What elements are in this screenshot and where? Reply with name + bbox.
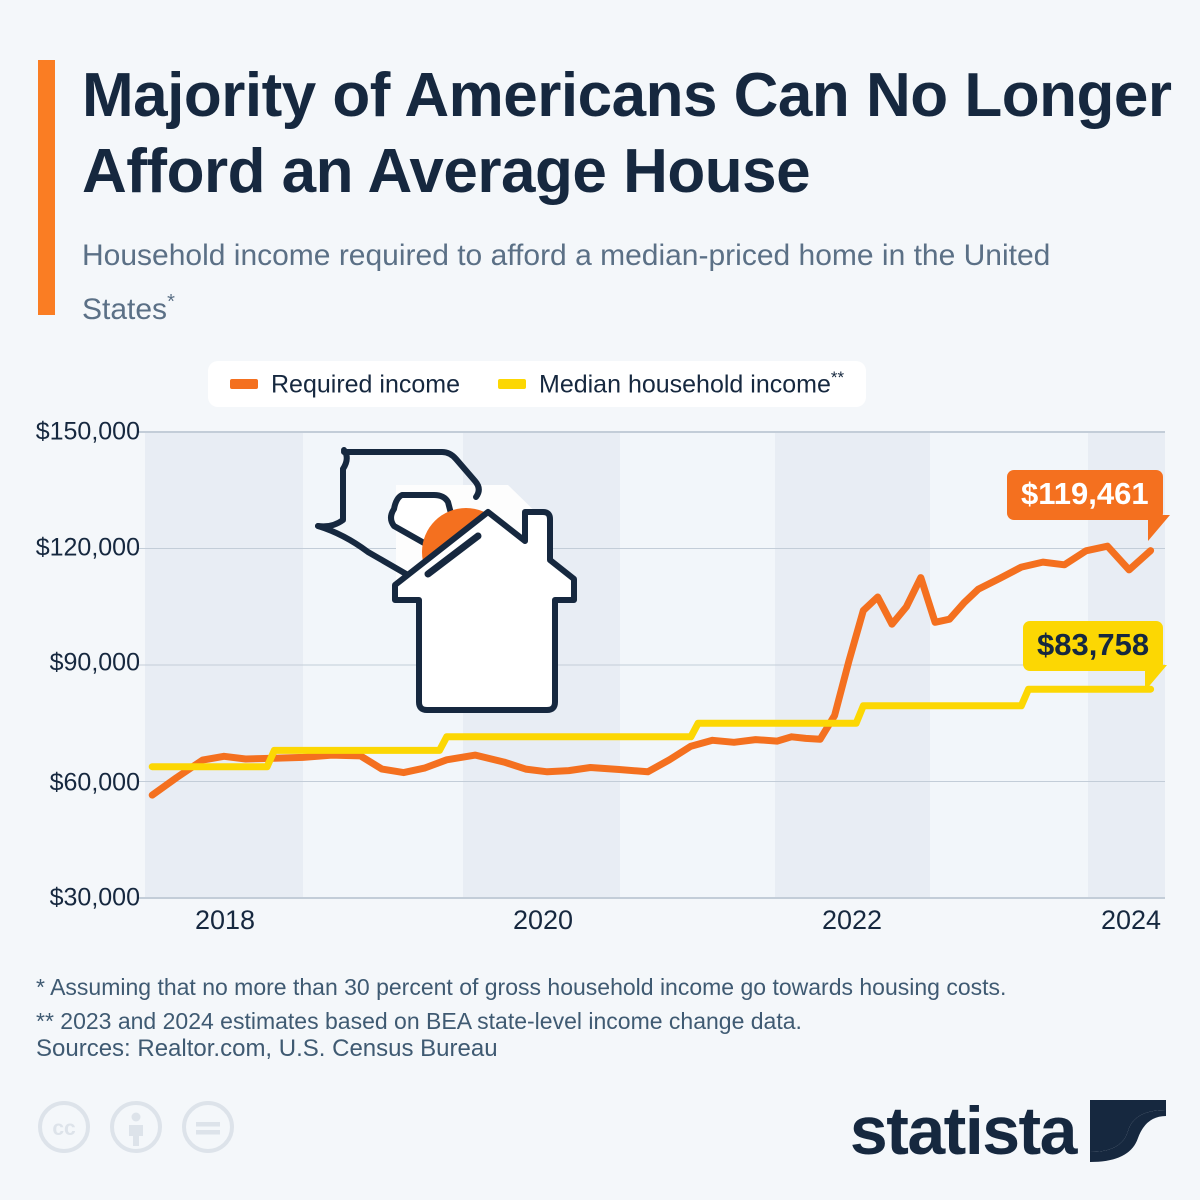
x-axis-tick: 2020 xyxy=(512,905,574,935)
legend-label-median-household-income: Median household income** xyxy=(539,368,845,399)
y-axis: $150,000 $120,000 $90,000 $60,000 $30,00… xyxy=(20,415,140,915)
cc-icon: cc xyxy=(36,1099,92,1160)
legend-item-median-household-income[interactable]: Median household income** xyxy=(498,368,844,399)
footnote-line-2: ** 2023 and 2024 estimates based on BEA … xyxy=(36,1008,802,1034)
page-subtitle: Household income required to afford a me… xyxy=(82,232,1132,333)
statista-logo: statista xyxy=(850,1097,1166,1165)
legend-item-required-income[interactable]: Required income xyxy=(230,368,460,399)
callout-required-income: $119,461 xyxy=(1007,470,1163,520)
x-axis-tick: 2024 xyxy=(1100,905,1162,935)
y-axis-tick: $150,000 xyxy=(35,417,140,446)
no-derivatives-equals-icon xyxy=(180,1099,236,1160)
statista-mark-icon xyxy=(1090,1100,1166,1162)
subtitle-footnote-marker: * xyxy=(167,291,175,313)
callout-required-income-value: $119,461 xyxy=(1021,476,1149,511)
accent-bar xyxy=(38,60,55,315)
statista-wordmark: statista xyxy=(849,1093,1078,1169)
y-axis-tick: $90,000 xyxy=(49,648,140,677)
callout-median-income: $83,758 xyxy=(1023,621,1164,671)
hand-dropping-coin-into-house-icon xyxy=(315,447,577,713)
header: Majority of Americans Can No Longer Affo… xyxy=(0,0,1200,340)
y-axis-tick: $30,000 xyxy=(49,883,140,912)
legend-swatch-required-income xyxy=(230,378,258,389)
x-axis: 2018 2020 2022 2024 xyxy=(0,905,1200,953)
x-axis-tick: 2018 xyxy=(194,905,256,935)
callout-median-income-tail xyxy=(1145,665,1167,691)
subtitle-text: Household income required to afford a me… xyxy=(82,239,1051,326)
chart-legend: Required income Median household income*… xyxy=(208,361,867,407)
attribution-person-icon xyxy=(108,1099,164,1160)
chart-plot-area: $119,461 $83,758 xyxy=(0,415,1200,915)
callout-median-income-value: $83,758 xyxy=(1037,627,1150,662)
sources-line: Sources: Realtor.com, U.S. Census Bureau xyxy=(36,1035,498,1062)
callout-required-income-tail xyxy=(1148,515,1170,541)
y-axis-tick: $120,000 xyxy=(35,533,140,562)
legend-label-required-income: Required income xyxy=(271,370,460,399)
footnote-line-1: * Assuming that no more than 30 percent … xyxy=(36,974,1007,1000)
legend-swatch-median-household-income xyxy=(498,378,526,389)
footer: cc statista xyxy=(0,1085,1200,1200)
page-title: Majority of Americans Can No Longer Affo… xyxy=(82,61,1172,206)
x-axis-tick: 2022 xyxy=(821,905,883,935)
footnotes: * Assuming that no more than 30 percent … xyxy=(36,970,1176,1038)
license-icons: cc xyxy=(36,1099,252,1160)
y-axis-tick: $60,000 xyxy=(49,768,140,797)
svg-text:cc: cc xyxy=(52,1117,76,1140)
